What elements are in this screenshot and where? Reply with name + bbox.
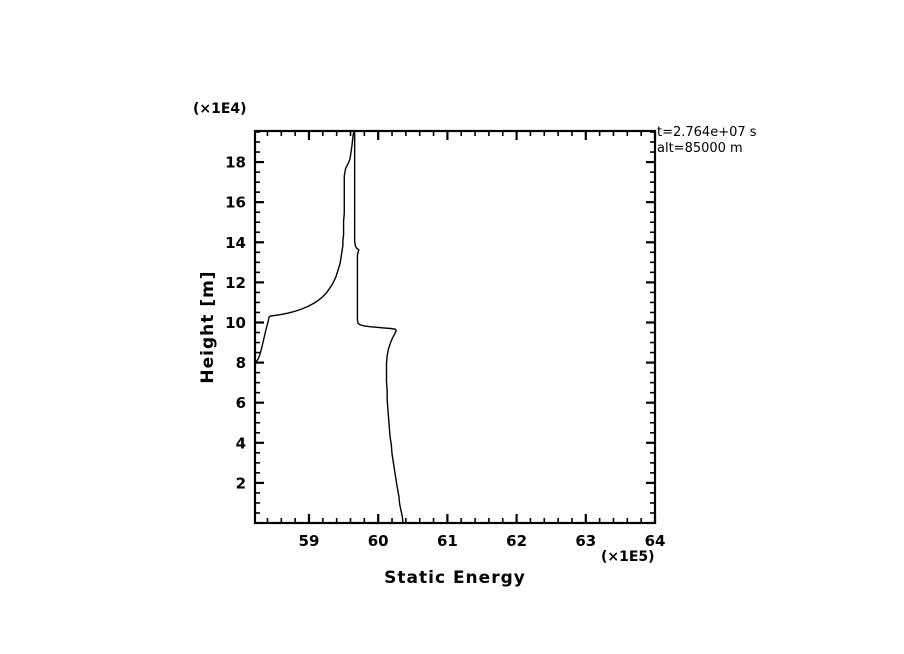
y-tick-label: 6: [236, 394, 246, 412]
x-tick-label: 64: [645, 532, 666, 550]
x-tick-label: 63: [575, 532, 596, 550]
x-axis-tick-labels: 59 60 61 62 63 64: [299, 532, 666, 550]
y-tick-label: 18: [225, 154, 246, 172]
y-tick-label: 4: [236, 434, 246, 452]
y-axis-multiplier-label: (×1E4): [193, 101, 247, 117]
y-axis-tick-labels: 2 4 6 8 10 12 14 16 18: [225, 154, 246, 493]
annotation-text: alt=85000 m: [657, 141, 743, 156]
x-tick-label: 60: [368, 532, 389, 550]
static-energy-curve: [255, 130, 404, 524]
x-tick-label: 61: [437, 532, 458, 550]
y-tick-label: 8: [236, 354, 246, 372]
x-tick-label: 59: [299, 532, 320, 550]
annotation-text: t=2.764e+07 s: [657, 125, 757, 140]
y-tick-label: 12: [225, 274, 246, 292]
y-tick-label: 16: [225, 194, 246, 212]
x-axis-title: Static Energy: [384, 568, 526, 588]
y-axis-title: Height [m]: [198, 270, 218, 383]
y-tick-label: 10: [225, 314, 246, 332]
y-tick-label: 14: [225, 234, 246, 252]
x-tick-label: 62: [506, 532, 527, 550]
x-axis-multiplier-label: (×1E5): [601, 549, 655, 565]
plot-frame-box: [253, 129, 657, 525]
y-tick-label: 2: [236, 474, 246, 492]
